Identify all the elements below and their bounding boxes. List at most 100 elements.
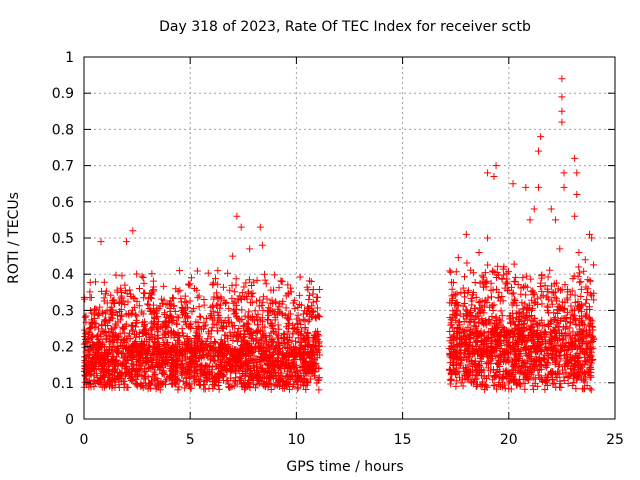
- axis-ticks: [83, 56, 616, 420]
- data-point: [133, 297, 141, 305]
- data-point: [583, 358, 591, 366]
- data-point: [480, 329, 488, 337]
- data-point: [221, 331, 229, 339]
- data-point: [202, 315, 210, 323]
- data-point: [179, 341, 187, 349]
- data-point: [575, 336, 583, 344]
- data-point: [111, 324, 119, 332]
- data-point: [190, 304, 198, 312]
- data-point: [268, 372, 276, 380]
- data-point: [148, 270, 156, 278]
- data-point: [166, 311, 174, 319]
- data-point: [244, 343, 252, 351]
- data-point: [210, 356, 218, 364]
- data-point: [510, 260, 518, 268]
- data-point: [576, 349, 584, 357]
- data-point: [228, 294, 236, 302]
- data-point: [289, 330, 297, 338]
- data-point: [197, 313, 205, 321]
- data-point: [548, 289, 556, 297]
- data-point: [553, 321, 561, 329]
- data-point: [481, 386, 489, 394]
- data-point: [225, 344, 233, 352]
- data-point: [201, 385, 209, 393]
- data-point: [166, 304, 174, 312]
- data-point: [91, 314, 99, 322]
- data-point: [206, 368, 214, 376]
- data-point: [172, 358, 180, 366]
- data-point: [535, 353, 543, 361]
- data-point: [219, 324, 227, 332]
- data-point: [269, 300, 277, 308]
- data-point: [150, 368, 158, 376]
- data-point: [185, 369, 193, 377]
- data-point: [264, 308, 272, 316]
- data-point: [133, 312, 141, 320]
- data-point: [567, 339, 575, 347]
- y-tick-label: 0.4: [52, 267, 74, 283]
- data-point: [280, 335, 288, 343]
- data-point: [576, 368, 584, 376]
- data-point: [190, 339, 198, 347]
- data-point: [193, 286, 201, 294]
- data-point: [468, 312, 476, 320]
- data-point: [271, 358, 279, 366]
- data-point: [500, 348, 508, 356]
- data-point: [274, 321, 282, 329]
- data-point: [263, 359, 271, 367]
- data-point: [161, 342, 169, 350]
- data-point: [535, 183, 543, 191]
- data-point: [452, 316, 460, 324]
- data-point: [132, 333, 140, 341]
- data-point: [186, 321, 194, 329]
- data-point: [151, 335, 159, 343]
- data-point: [102, 334, 110, 342]
- data-point: [567, 334, 575, 342]
- data-point: [118, 272, 126, 280]
- data-point: [453, 377, 461, 385]
- data-point: [484, 261, 492, 269]
- data-point: [508, 283, 516, 291]
- data-point: [240, 283, 248, 291]
- data-point: [576, 303, 584, 311]
- data-point: [523, 272, 531, 280]
- data-point: [236, 317, 244, 325]
- data-point: [530, 290, 538, 298]
- data-point: [171, 330, 179, 338]
- data-point: [262, 280, 270, 288]
- data-point: [488, 343, 496, 351]
- data-point: [550, 344, 558, 352]
- data-point: [449, 358, 457, 366]
- data-point: [451, 348, 459, 356]
- data-point: [560, 183, 568, 191]
- data-point: [543, 306, 551, 314]
- data-point: [511, 321, 519, 329]
- data-point: [211, 275, 219, 283]
- data-point: [86, 338, 94, 346]
- data-point: [580, 267, 588, 275]
- data-point: [205, 384, 213, 392]
- data-point: [101, 316, 109, 324]
- data-point: [195, 333, 203, 341]
- data-point: [98, 321, 106, 329]
- data-point: [98, 327, 106, 335]
- data-point: [446, 267, 454, 275]
- data-point: [254, 370, 262, 378]
- data-point: [518, 299, 526, 307]
- data-point: [515, 357, 523, 365]
- data-point: [87, 323, 95, 331]
- data-point: [473, 329, 481, 337]
- data-point: [172, 285, 180, 293]
- data-point: [221, 340, 229, 348]
- data-point: [537, 347, 545, 355]
- data-point: [547, 338, 555, 346]
- data-point: [152, 309, 160, 317]
- data-point: [448, 285, 456, 293]
- data-point: [151, 314, 159, 322]
- data-point: [586, 384, 594, 392]
- data-point: [272, 381, 280, 389]
- data-point: [209, 279, 217, 287]
- data-point: [497, 307, 505, 315]
- data-point: [480, 273, 488, 281]
- data-point: [521, 315, 529, 323]
